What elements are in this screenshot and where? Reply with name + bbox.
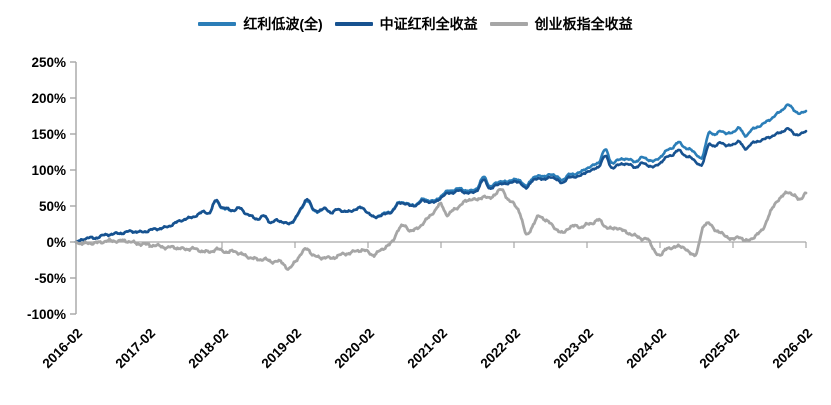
x-tick-label: 2018-02 (185, 326, 231, 372)
x-tick-label: 2026-02 (769, 326, 815, 372)
y-tick-label: 200% (31, 91, 66, 106)
y-tick-label: -100% (27, 307, 66, 322)
y-tick-label: 100% (31, 163, 66, 178)
legend-label-zhongzheng-hongli: 中证红利全收益 (379, 16, 478, 32)
legend-item-zhongzheng-hongli: 中证红利全收益 (334, 14, 478, 34)
x-tick-label: 2017-02 (112, 326, 158, 372)
y-tick-label: 0% (46, 235, 66, 250)
legend-swatch-chuangyeban (489, 22, 528, 26)
legend-item-hongli-diwei: 红利低波(全) (198, 14, 323, 34)
legend-swatch-zhongzheng-hongli (334, 22, 373, 26)
x-tick-label: 2025-02 (696, 326, 742, 372)
legend: 红利低波(全) 中证红利全收益 创业板指全收益 (0, 14, 831, 34)
y-tick-label: 250% (31, 55, 66, 70)
x-tick-label: 2022-02 (477, 326, 523, 372)
legend-swatch-hongli-diwei (198, 22, 237, 26)
x-tick-label: 2021-02 (404, 326, 450, 372)
y-tick-label: -50% (34, 271, 66, 286)
series-line-chuangyeban (74, 188, 808, 271)
legend-label-hongli-diwei: 红利低波(全) (243, 16, 323, 32)
x-tick-label: 2023-02 (550, 326, 596, 372)
series-line-zhongzheng-hongli (74, 127, 808, 244)
y-tick-label: 150% (31, 127, 66, 142)
x-tick-label: 2024-02 (623, 326, 669, 372)
legend-item-chuangyeban: 创业板指全收益 (489, 14, 633, 34)
y-tick-label: 50% (39, 199, 66, 214)
x-tick-label: 2019-02 (258, 326, 304, 372)
series-line-hongli-diwei (74, 103, 808, 244)
x-tick-label: 2016-02 (39, 326, 85, 372)
x-tick-label: 2020-02 (331, 326, 377, 372)
legend-label-chuangyeban: 创业板指全收益 (534, 16, 633, 32)
